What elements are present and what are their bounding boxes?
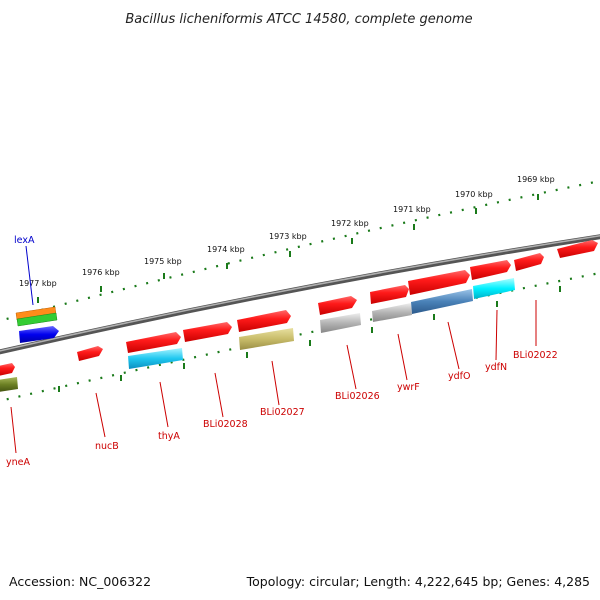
gene-leaders: [10, 245, 537, 454]
genome-backbone: [0, 234, 600, 355]
gene-box: [320, 313, 361, 333]
leader-line: [159, 381, 169, 428]
genome-summary-text: Topology: circular; Length: 4,222,645 bp…: [246, 574, 590, 589]
gene-arrow: [16, 312, 58, 327]
leader-line: [95, 392, 106, 438]
gene-arrow: [183, 322, 232, 342]
scale-label: 1969 kbp: [517, 175, 555, 184]
gene-label-thyA[interactable]: thyA: [158, 431, 180, 442]
gene-label-ywrF[interactable]: ywrF: [397, 382, 420, 393]
leader-line: [271, 360, 280, 406]
scale-label: 1970 kbp: [455, 190, 493, 199]
leader-line: [495, 309, 498, 361]
reverse-strand-genes: [0, 278, 515, 392]
gene-label-BLi02022[interactable]: BLi02022: [513, 350, 558, 361]
gene-arrow: [318, 296, 357, 315]
scale-label: 1975 kbp: [144, 257, 182, 266]
leader-line: [346, 344, 357, 390]
gene-label-BLi02026[interactable]: BLi02026: [335, 391, 380, 402]
gene-label-lexA[interactable]: lexA: [14, 235, 35, 246]
gene-box: [239, 328, 294, 350]
scale-label: 1977 kbp: [19, 279, 57, 288]
gene-arrow: [408, 270, 470, 295]
gene-arrow: [514, 253, 544, 271]
gene-box: [473, 278, 515, 299]
gene-arrow: [557, 240, 598, 258]
gene-label-BLi02028[interactable]: BLi02028: [203, 419, 248, 430]
gene-arrow: [470, 260, 511, 280]
genome-backbone-highlight: [0, 235, 600, 352]
forward-strand-genes: [0, 240, 598, 376]
map-title: Bacillus licheniformis ATCC 14580, compl…: [125, 12, 472, 27]
scale-label: 1974 kbp: [207, 245, 245, 254]
gene-box: [0, 377, 18, 392]
leader-line: [214, 372, 224, 418]
gene-label-nucB[interactable]: nucB: [95, 441, 119, 452]
leader-line: [25, 245, 34, 306]
accession-text: Accession: NC_006322: [9, 574, 152, 589]
scale-ticks: 1977 kbp 1976 kbp 1975 kbp 1974 kbp 1973…: [19, 175, 561, 392]
gene-arrow: [126, 332, 181, 353]
scale-label: 1976 kbp: [82, 268, 120, 277]
gene-label-ydfN[interactable]: ydfN: [485, 362, 507, 373]
leader-line: [10, 406, 17, 454]
gene-arrow: [237, 310, 291, 332]
gene-box: [411, 289, 473, 314]
scale-label: 1971 kbp: [393, 205, 431, 214]
gene-box: [372, 303, 412, 322]
gene-box: [128, 348, 183, 369]
gene-arrow: [0, 363, 15, 376]
scale-line-bottom: [0, 271, 600, 402]
scale-label: 1972 kbp: [331, 219, 369, 228]
gene-arrow: [370, 285, 409, 304]
leader-line: [397, 333, 408, 381]
gene-label-ydfO[interactable]: ydfO: [448, 371, 470, 382]
gene-arrow: [77, 346, 103, 361]
gene-label-BLi02027[interactable]: BLi02027: [260, 407, 305, 418]
leader-line: [447, 321, 460, 370]
gene-label-yneA[interactable]: yneA: [6, 457, 30, 468]
gene-labels: lexA BLi02022 ydfN ydfO ywrF BLi02026 BL…: [6, 235, 558, 468]
scale-label: 1973 kbp: [269, 232, 307, 241]
gene-arrow: [19, 326, 59, 343]
